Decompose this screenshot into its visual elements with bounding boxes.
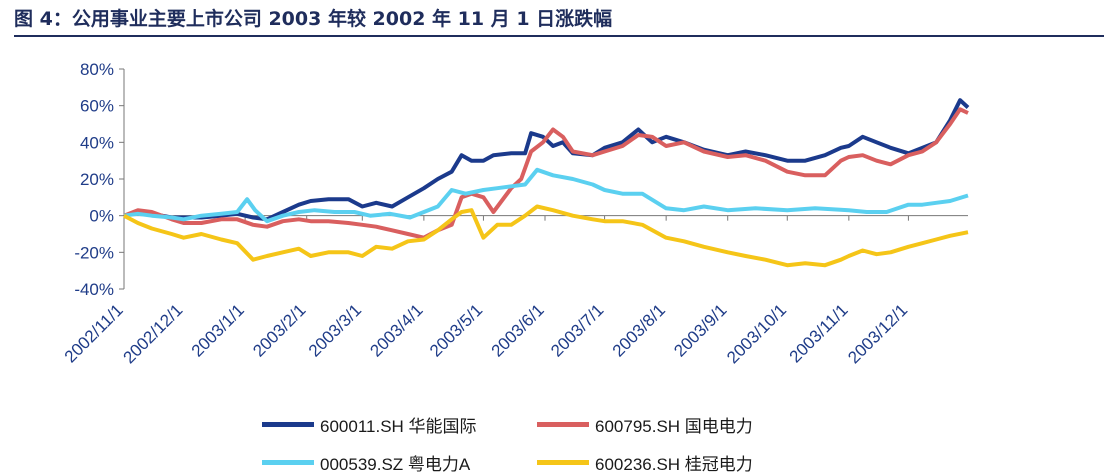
legend-swatch-0	[262, 422, 314, 427]
x-tick-label: 2003/6/1	[488, 300, 548, 360]
x-tick-label: 2003/9/1	[670, 300, 730, 360]
x-tick-label: 2003/4/1	[366, 300, 426, 360]
series-line-0	[123, 98, 970, 222]
y-tick-label: 0%	[89, 207, 114, 226]
series-line-2	[123, 167, 969, 224]
chart-axes: -40% -20% 0% 20% 40% 60% 80% 2002/11/12002/12/1…	[61, 60, 968, 367]
y-tick-label: 60%	[80, 97, 114, 116]
legend-swatch-1	[537, 422, 589, 427]
figure-title: 图 4：公用事业主要上市公司 2003 年较 2002 年 11 月 1 日涨跌…	[14, 8, 613, 30]
x-tick-label: 2003/12/1	[844, 300, 911, 367]
legend-swatch-2	[262, 460, 314, 465]
legend-label-2: 000539.SZ 粤电力A	[320, 455, 471, 474]
legend-item-2: 000539.SZ 粤电力A	[262, 450, 470, 475]
title-rule	[14, 35, 1104, 37]
series-line-3	[123, 204, 969, 268]
y-tick-label: -40%	[74, 280, 114, 299]
legend-label-3: 600236.SH 桂冠电力	[595, 455, 753, 474]
x-tick-label: 2003/5/1	[426, 300, 486, 360]
x-tick-label: 2002/12/1	[119, 300, 186, 367]
legend-item-0: 600011.SH 华能国际	[262, 412, 477, 437]
x-tick-label: 2003/11/1	[786, 300, 852, 366]
x-tick-label: 2003/2/1	[249, 300, 309, 360]
x-tick-label: 2003/8/1	[609, 300, 669, 360]
x-tick-label: 2003/3/1	[305, 300, 365, 360]
series-line-1	[123, 107, 969, 240]
legend-label-1: 600795.SH 国电电力	[595, 417, 753, 436]
y-tick-label: 80%	[80, 60, 114, 79]
legend-label-0: 600011.SH 华能国际	[320, 417, 477, 436]
y-tick-label: 20%	[80, 170, 114, 189]
y-tick-label: -20%	[74, 243, 114, 262]
chart-series-lines	[123, 98, 970, 268]
x-tick-label: 2002/11/1	[61, 300, 127, 366]
x-tick-label: 2003/10/1	[723, 300, 790, 367]
y-tick-label: 40%	[80, 133, 114, 152]
x-tick-label: 2003/1/1	[188, 300, 248, 360]
x-tick-label: 2003/7/1	[547, 300, 607, 360]
legend-item-3: 600236.SH 桂冠电力	[537, 450, 753, 475]
legend-swatch-3	[537, 460, 589, 465]
legend-item-1: 600795.SH 国电电力	[537, 412, 753, 437]
